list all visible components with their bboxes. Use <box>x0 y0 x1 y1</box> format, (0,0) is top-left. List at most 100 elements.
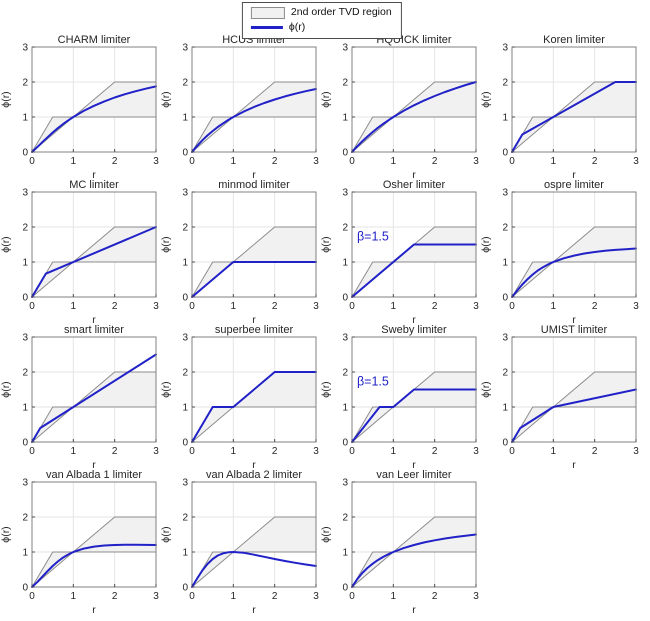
limiter-curve <box>511 247 637 298</box>
y-tick-label: 0 <box>502 438 508 449</box>
tvd-region-shape <box>511 226 637 298</box>
x-tick-label: 0 <box>509 156 515 167</box>
tvd-region-swatch-icon <box>250 6 285 19</box>
y-tick-label: 2 <box>22 78 28 89</box>
x-axis-label: r <box>92 604 96 614</box>
y-tick-label: 3 <box>342 188 348 199</box>
limiter-curve <box>351 81 477 153</box>
x-tick-label: 3 <box>153 591 159 602</box>
y-tick-label: 1 <box>182 113 188 124</box>
x-tick-label: 1 <box>71 156 77 167</box>
x-tick-label: 3 <box>473 591 479 602</box>
plot-title: Osher limiter <box>383 179 446 191</box>
x-tick-label: 0 <box>189 156 195 167</box>
x-tick-label: 1 <box>391 301 397 312</box>
plot-title: van Leer limiter <box>376 469 452 481</box>
y-tick-label: 1 <box>182 548 188 559</box>
y-axis-label: ϕ(r) <box>320 526 332 542</box>
axes-box <box>351 191 477 298</box>
tvd-region-shape <box>31 81 157 153</box>
x-tick-label: 3 <box>153 156 159 167</box>
axes-box <box>351 46 477 153</box>
x-tick-label: 0 <box>189 301 195 312</box>
y-axis-label: ϕ(r) <box>480 236 492 252</box>
y-tick-label: 1 <box>342 403 348 414</box>
plot-title: ospre limiter <box>544 179 604 191</box>
x-tick-label: 2 <box>112 591 118 602</box>
y-axis-label: ϕ(r) <box>320 381 332 397</box>
limiter-curve <box>191 261 317 298</box>
y-axis-label: ϕ(r) <box>480 381 492 397</box>
subplot-mc: 0 1 2 3 0 1 2 3 MC limiter r ϕ(r) <box>0 179 160 324</box>
y-axis-label: ϕ(r) <box>320 236 332 252</box>
y-tick-label: 3 <box>182 188 188 199</box>
limiter-curve <box>511 388 637 443</box>
axes-box <box>511 46 637 153</box>
x-tick-label: 0 <box>189 446 195 457</box>
limiter-curve <box>31 85 157 153</box>
x-axis-label: r <box>572 459 576 469</box>
x-tick-label: 2 <box>432 156 438 167</box>
y-tick-label: 1 <box>182 403 188 414</box>
y-tick-label: 2 <box>182 513 188 524</box>
y-axis-label: ϕ(r) <box>160 236 172 252</box>
x-tick-label: 1 <box>231 156 237 167</box>
x-tick-label: 1 <box>231 591 237 602</box>
limiter-curve <box>31 353 157 443</box>
y-tick-label: 1 <box>342 113 348 124</box>
x-tick-label: 3 <box>153 301 159 312</box>
phi-line-swatch-icon <box>250 26 283 29</box>
plot-title: van Albada 1 limiter <box>46 469 142 481</box>
x-tick-label: 2 <box>112 301 118 312</box>
x-tick-label: 1 <box>391 591 397 602</box>
y-axis-label: ϕ(r) <box>160 91 172 107</box>
axes-box <box>191 481 317 588</box>
plot-title: minmod limiter <box>218 179 290 191</box>
x-tick-label: 3 <box>313 301 319 312</box>
x-tick-label: 2 <box>592 156 598 167</box>
y-tick-label: 1 <box>22 403 28 414</box>
legend-label-phi: ϕ(r) <box>288 21 306 33</box>
x-axis-label: r <box>252 169 256 179</box>
axes-box <box>191 191 317 298</box>
y-axis-label: ϕ(r) <box>0 91 12 107</box>
axes-box <box>191 46 317 153</box>
axes-box <box>511 191 637 298</box>
y-tick-label: 3 <box>22 188 28 199</box>
x-tick-label: 3 <box>313 446 319 457</box>
subplot-van-albada-2: 0 1 2 3 0 1 2 3 van Albada 2 limiter r ϕ(r) <box>160 469 320 614</box>
y-axis-label: ϕ(r) <box>320 91 332 107</box>
y-tick-label: 1 <box>22 548 28 559</box>
y-tick-label: 3 <box>182 333 188 344</box>
y-tick-label: 3 <box>342 478 348 489</box>
x-tick-label: 0 <box>29 301 35 312</box>
x-tick-label: 1 <box>391 446 397 457</box>
plot-title: smart limiter <box>64 324 124 336</box>
limiter-curve <box>511 81 637 153</box>
y-tick-label: 3 <box>502 188 508 199</box>
tvd-region-shape <box>511 371 637 443</box>
x-tick-label: 0 <box>29 446 35 457</box>
x-tick-label: 2 <box>272 301 278 312</box>
axes-box <box>191 336 317 443</box>
limiter-curve <box>351 388 477 443</box>
y-tick-label: 2 <box>182 78 188 89</box>
y-tick-label: 2 <box>182 223 188 234</box>
x-tick-label: 0 <box>29 591 35 602</box>
x-tick-label: 2 <box>432 301 438 312</box>
x-tick-label: 3 <box>313 156 319 167</box>
y-tick-label: 0 <box>182 148 188 159</box>
y-axis-label: ϕ(r) <box>160 526 172 542</box>
limiter-curve <box>31 226 157 298</box>
x-tick-label: 0 <box>349 446 355 457</box>
subplot-ospre: 0 1 2 3 0 1 2 3 ospre limiter r ϕ(r) <box>480 179 640 324</box>
y-axis-label: ϕ(r) <box>0 236 12 252</box>
y-tick-label: 2 <box>342 223 348 234</box>
x-axis-label: r <box>252 314 256 324</box>
x-tick-label: 0 <box>189 591 195 602</box>
y-tick-label: 2 <box>342 368 348 379</box>
y-tick-label: 1 <box>502 113 508 124</box>
y-tick-label: 0 <box>342 583 348 594</box>
y-tick-label: 1 <box>182 258 188 269</box>
y-tick-label: 2 <box>502 223 508 234</box>
